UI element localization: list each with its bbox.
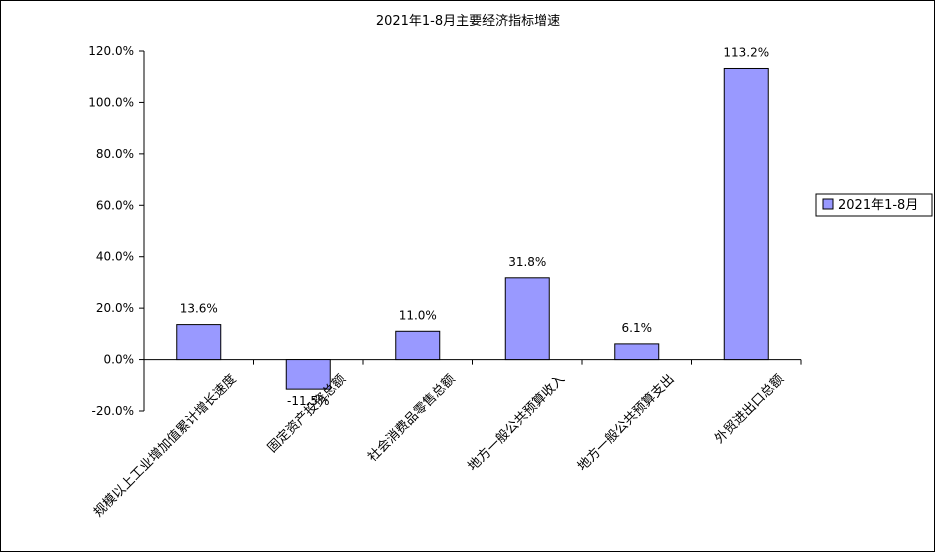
legend-entry-label: 2021年1-8月 [838, 198, 918, 213]
data-label: 6.1% [622, 321, 653, 335]
category-label: 地方一般公共预算收入 [465, 371, 568, 474]
axis-layer: -20.0% 0.0% 20.0% 40.0% 60.0% 80.0% 100.0% 120.… [88, 44, 802, 418]
y-tick-label: 60.0% [96, 198, 134, 212]
chart-title: 2021年1-8月主要经济指标增速 [376, 14, 560, 29]
bar-layer [176, 67, 769, 390]
data-label: 31.8% [508, 255, 546, 269]
data-label: 113.2% [723, 45, 769, 59]
data-label: 11.0% [399, 308, 437, 322]
bar [176, 324, 222, 361]
category-label: 社会消费品零售总额 [365, 371, 459, 465]
bar [723, 67, 769, 361]
category-label: 规模以上工业增加值累计增长速度 [90, 371, 239, 520]
y-tick-label: 80.0% [96, 147, 134, 161]
y-tick-label: 100.0% [88, 95, 134, 109]
y-tick-label: 40.0% [96, 250, 134, 264]
bar [395, 330, 441, 361]
data-label-layer: 13.6% -11.5% 11.0% 31.8% 6.1% 113.2% [180, 45, 769, 408]
category-label-layer: 规模以上工业增加值累计增长速度 固定资产投资总额 社会消费品零售总额 地方一般公共预算… [90, 371, 787, 520]
legend: 2021年1-8月 [815, 193, 933, 217]
y-tick-label: -20.0% [92, 404, 134, 418]
bar [285, 359, 331, 390]
y-tick-label: 120.0% [88, 44, 134, 58]
y-tick-label: 0.0% [104, 353, 135, 367]
category-label: 外贸进出口总额 [712, 372, 787, 447]
bar [614, 343, 660, 361]
data-label: 13.6% [180, 302, 218, 316]
legend-box [815, 193, 933, 217]
legend-swatch [822, 198, 834, 210]
data-label: -11.5% [287, 394, 329, 408]
category-label: 地方一般公共预算支出 [574, 371, 677, 474]
y-tick-label: 20.0% [96, 301, 134, 315]
bar [504, 277, 550, 361]
